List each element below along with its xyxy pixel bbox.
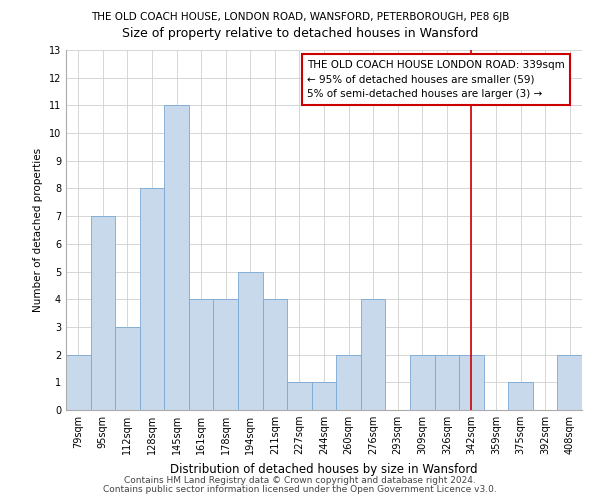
Bar: [287, 382, 312, 410]
Text: Contains HM Land Registry data © Crown copyright and database right 2024.: Contains HM Land Registry data © Crown c…: [124, 476, 476, 485]
Bar: [361, 299, 385, 410]
X-axis label: Distribution of detached houses by size in Wansford: Distribution of detached houses by size …: [170, 462, 478, 475]
Bar: [140, 188, 164, 410]
Text: THE OLD COACH HOUSE, LONDON ROAD, WANSFORD, PETERBOROUGH, PE8 6JB: THE OLD COACH HOUSE, LONDON ROAD, WANSFO…: [91, 12, 509, 22]
Bar: [557, 354, 582, 410]
Bar: [214, 299, 238, 410]
Text: Size of property relative to detached houses in Wansford: Size of property relative to detached ho…: [122, 28, 478, 40]
Bar: [238, 272, 263, 410]
Bar: [410, 354, 434, 410]
Bar: [434, 354, 459, 410]
Y-axis label: Number of detached properties: Number of detached properties: [33, 148, 43, 312]
Bar: [189, 299, 214, 410]
Bar: [91, 216, 115, 410]
Bar: [459, 354, 484, 410]
Bar: [164, 106, 189, 410]
Text: THE OLD COACH HOUSE LONDON ROAD: 339sqm
← 95% of detached houses are smaller (59: THE OLD COACH HOUSE LONDON ROAD: 339sqm …: [307, 60, 565, 100]
Bar: [263, 299, 287, 410]
Text: Contains public sector information licensed under the Open Government Licence v3: Contains public sector information licen…: [103, 484, 497, 494]
Bar: [312, 382, 336, 410]
Bar: [508, 382, 533, 410]
Bar: [66, 354, 91, 410]
Bar: [336, 354, 361, 410]
Bar: [115, 327, 140, 410]
